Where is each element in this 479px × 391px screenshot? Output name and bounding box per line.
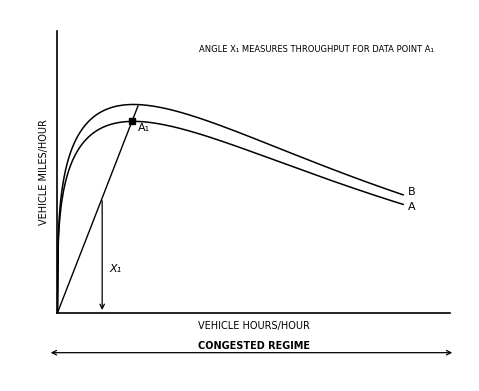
Text: A: A (408, 202, 415, 212)
Text: A₁: A₁ (138, 123, 150, 133)
Text: CONGESTED REGIME: CONGESTED REGIME (198, 341, 310, 351)
Text: ANGLE X₁ MEASURES THROUGHPUT FOR DATA POINT A₁: ANGLE X₁ MEASURES THROUGHPUT FOR DATA PO… (199, 45, 434, 54)
X-axis label: VEHICLE HOURS/HOUR: VEHICLE HOURS/HOUR (198, 321, 310, 331)
Text: B: B (408, 187, 415, 197)
Y-axis label: VEHICLE MILES/HOUR: VEHICLE MILES/HOUR (39, 119, 49, 225)
Text: X₁: X₁ (109, 264, 121, 274)
